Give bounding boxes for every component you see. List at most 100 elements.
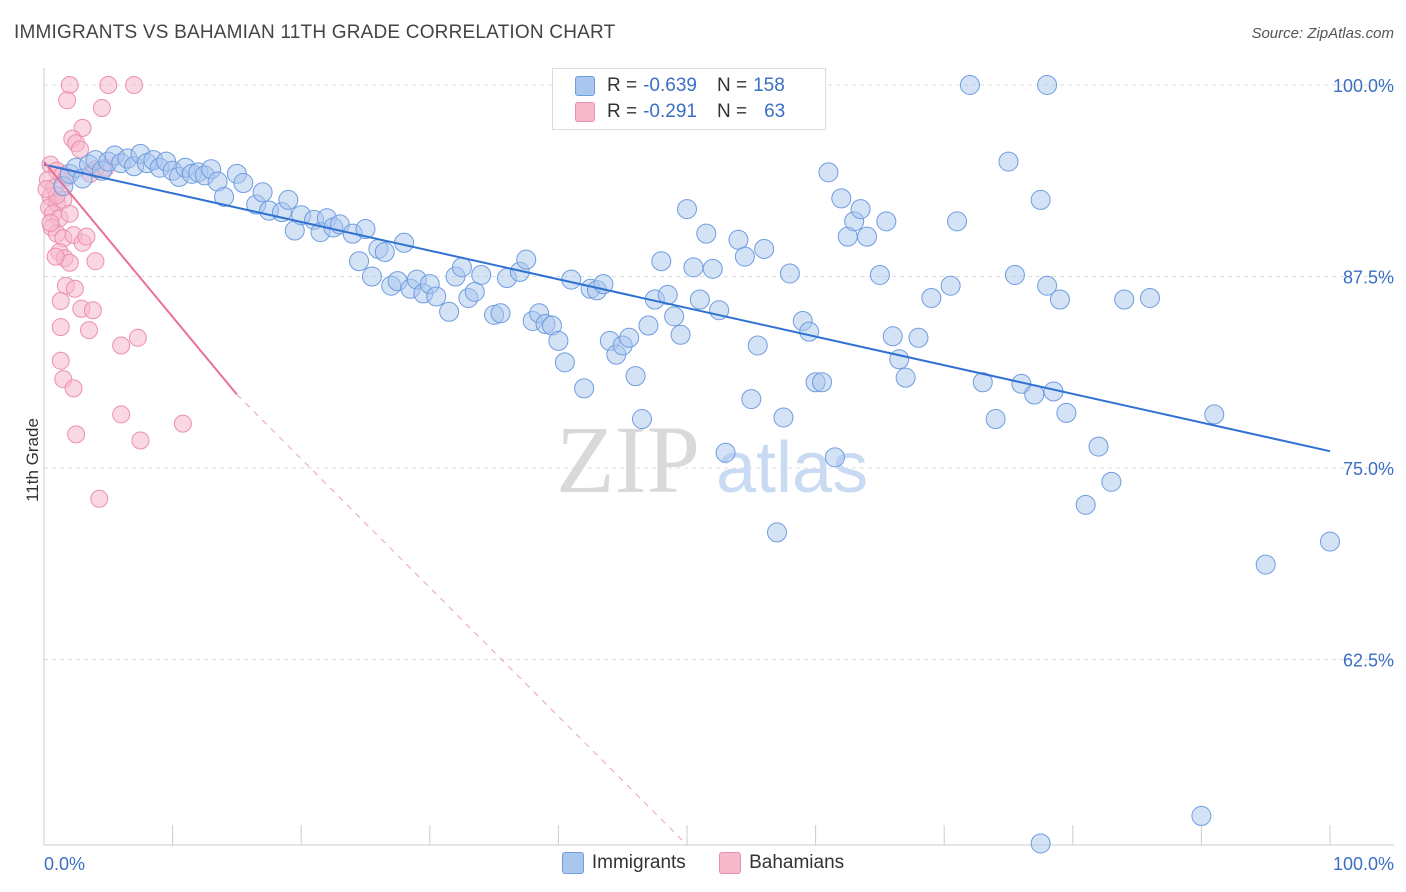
r-label: R = [607, 101, 638, 122]
y-tick-label: 87.5% [1343, 268, 1394, 288]
immigrants-point [683, 257, 704, 278]
n-value-bahamians: 63 [764, 101, 786, 122]
immigrants-point [1191, 805, 1212, 826]
r-value-bahamians: -0.291 [643, 101, 697, 122]
bahamians-point [60, 204, 79, 223]
r-label: R = [607, 75, 638, 96]
n-value-immigrants: 158 [753, 75, 785, 96]
immigrants-point [548, 330, 569, 351]
legend-item-bahamians[interactable]: Bahamians [719, 852, 844, 874]
immigrants-point [696, 223, 717, 244]
immigrants-point [876, 211, 897, 232]
immigrants-point [516, 249, 537, 270]
immigrants-point [561, 269, 582, 290]
chart-title: IMMIGRANTS VS BAHAMIAN 11TH GRADE CORREL… [14, 22, 616, 43]
bahamians-point [60, 75, 79, 94]
bahamians-point [90, 489, 109, 508]
immigrants-point [1004, 264, 1025, 285]
immigrants-point [677, 199, 697, 220]
series-legend: Immigrants Bahamians [0, 852, 1406, 874]
immigrants-point [554, 352, 575, 373]
immigrants-point [998, 151, 1019, 172]
immigrants-point [426, 286, 447, 307]
bahamians-point [112, 336, 131, 355]
legend-item-immigrants[interactable]: Immigrants [561, 852, 686, 874]
bahamians-legend-label: Bahamians [749, 852, 845, 874]
immigrants-point [773, 407, 794, 428]
watermark-atlas: atlas [716, 428, 868, 508]
bahamians-point [58, 91, 77, 110]
tick-labels: 100.0% 87.5% 75.0% 62.5% 0.0% 100.0% [44, 76, 1394, 874]
immigrants-point [664, 306, 685, 327]
bahamians-trend-extension [236, 394, 688, 846]
bahamians-point [173, 414, 192, 433]
watermark-zip: ZIP [556, 406, 700, 513]
immigrants-point [779, 263, 800, 284]
bahamians-point [67, 425, 86, 444]
bahamians-swatch [575, 101, 595, 122]
bahamians-legend-swatch [719, 852, 742, 874]
immigrants-point [451, 257, 472, 278]
bahamians-point [65, 279, 84, 298]
source-credit: Source: ZipAtlas.com [1251, 25, 1394, 42]
legend-row-bahamians: R = -0.291 N = 63 [575, 101, 785, 125]
x-tick-label: 100.0% [1333, 854, 1394, 874]
bahamians-point [128, 328, 147, 347]
immigrants-point [689, 289, 710, 310]
immigrants-point [651, 251, 672, 272]
immigrants-point [361, 266, 382, 287]
immigrants-point [812, 372, 833, 393]
bahamians-point [83, 301, 102, 320]
immigrants-point [1037, 275, 1058, 296]
immigrants-point [734, 246, 755, 267]
bahamians-point [51, 351, 70, 370]
immigrants-point [252, 182, 273, 203]
immigrants-point [818, 162, 839, 183]
immigrants-point [349, 251, 370, 272]
immigrants-point [715, 442, 736, 463]
immigrants-point [889, 349, 910, 370]
immigrants-legend-label: Immigrants [591, 852, 686, 874]
bahamians-point [125, 75, 144, 94]
immigrants-point [747, 335, 768, 356]
bahamians-trend-line [43, 160, 238, 396]
immigrants-point [767, 522, 788, 543]
bahamians-point [86, 252, 105, 271]
immigrants-point [638, 315, 659, 336]
bahamians-points [37, 75, 192, 508]
bahamians-point [99, 75, 118, 94]
immigrants-point [702, 258, 723, 279]
immigrants-swatch [575, 75, 595, 96]
immigrants-point [1101, 471, 1122, 492]
watermark: ZIP atlas [556, 406, 868, 513]
immigrants-point [1255, 554, 1276, 575]
immigrants-points [53, 74, 1340, 854]
immigrants-point [869, 264, 890, 285]
immigrants-point [464, 281, 485, 302]
immigrants-point [631, 409, 652, 430]
immigrants-point [1037, 74, 1058, 95]
immigrants-point [940, 275, 961, 296]
immigrants-point [728, 229, 749, 250]
trend-lines [43, 160, 1331, 846]
bahamians-point [37, 180, 56, 199]
bahamians-point [77, 227, 96, 246]
y-tick-label: 100.0% [1333, 76, 1394, 96]
immigrants-legend-swatch [561, 852, 584, 874]
bahamians-point [51, 292, 70, 311]
immigrants-point [959, 74, 980, 95]
immigrants-point [1139, 287, 1160, 308]
immigrants-point [1024, 384, 1045, 405]
immigrants-point [824, 447, 845, 468]
immigrants-point [1075, 494, 1096, 515]
immigrants-point [754, 238, 775, 259]
immigrants-point [1049, 289, 1070, 310]
immigrants-point [214, 186, 235, 207]
immigrants-point [831, 188, 852, 209]
immigrants-point [799, 321, 820, 342]
immigrants-point [439, 301, 460, 322]
immigrants-point [921, 287, 942, 308]
y-tick-label: 75.0% [1343, 459, 1394, 479]
immigrants-point [355, 219, 376, 240]
